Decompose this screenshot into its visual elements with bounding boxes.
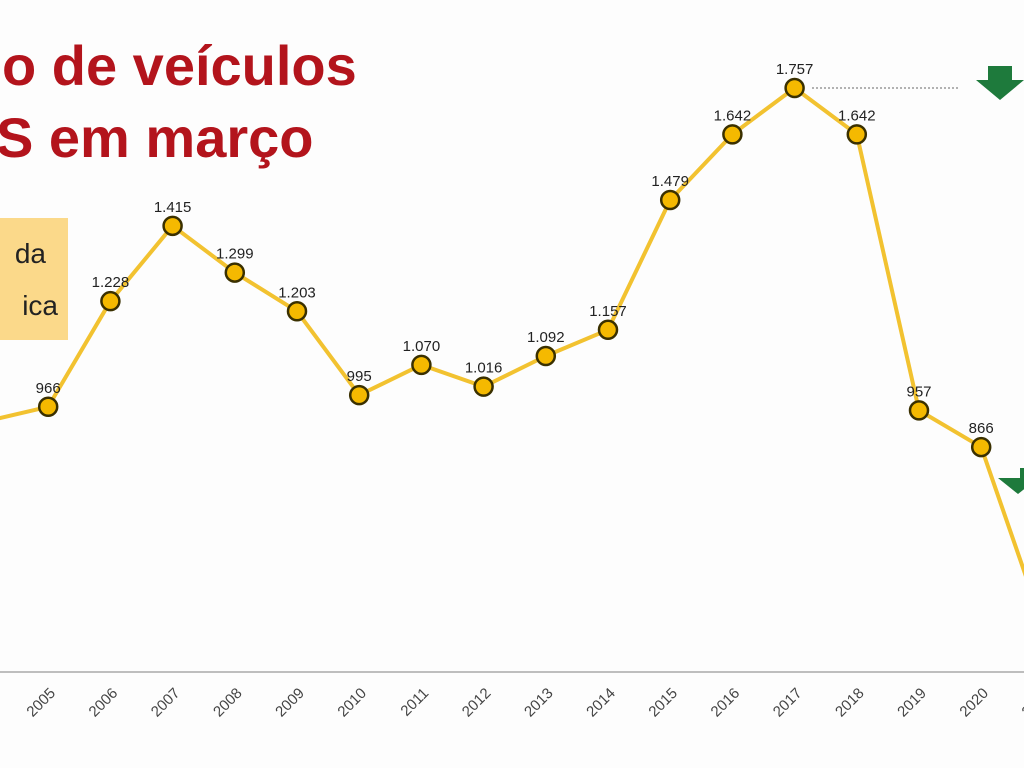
- data-label-2018: 1.642: [838, 107, 876, 124]
- data-label-2010: 995: [347, 368, 372, 385]
- x-tick-label-2017: 2017: [770, 685, 806, 721]
- data-point-2008: [224, 262, 246, 283]
- data-label-2016: 1.642: [714, 107, 752, 124]
- data-point-2011: [411, 354, 432, 376]
- x-tick-label-2013: 2013: [521, 685, 557, 721]
- data-point-2005: [37, 396, 59, 418]
- x-tick-label-2019: 2019: [894, 685, 930, 721]
- down-arrow-icon: [976, 66, 1024, 100]
- data-label-2005: 966: [36, 380, 61, 397]
- data-label-2012: 1.016: [465, 360, 503, 377]
- data-point-2007: [162, 215, 183, 237]
- data-point-2017: [784, 77, 805, 99]
- x-tick-label-2012: 2012: [459, 685, 495, 721]
- data-label-2006: 1.228: [92, 274, 130, 291]
- chart-title-line-2: S em março: [0, 106, 314, 169]
- x-tick-label-2021: 2021: [1019, 685, 1024, 721]
- x-tick-label-2007: 2007: [148, 685, 184, 721]
- data-label-2007: 1.415: [154, 199, 192, 216]
- data-point-2019: [908, 400, 930, 421]
- x-tick-label-2009: 2009: [272, 685, 308, 721]
- data-label-2015: 1.479: [651, 173, 689, 190]
- down-arrow-icon: [998, 468, 1024, 494]
- data-label-2017: 1.757: [776, 61, 814, 78]
- x-tick-label-2018: 2018: [832, 685, 868, 721]
- x-tick-label-2016: 2016: [708, 685, 744, 721]
- data-point-2012: [473, 376, 494, 397]
- data-point-2016: [722, 124, 743, 145]
- x-tick-label-2020: 2020: [956, 685, 992, 721]
- annotation-box: da ica: [0, 218, 68, 340]
- data-point-2010: [348, 384, 370, 406]
- data-label-2009: 1.203: [278, 284, 316, 301]
- data-point-2020: [970, 436, 992, 458]
- x-tick-label-2014: 2014: [583, 685, 619, 721]
- series-line: [0, 86, 1024, 577]
- data-label-2013: 1.092: [527, 329, 565, 346]
- x-tick-label-2015: 2015: [645, 685, 681, 721]
- data-label-2008: 1.299: [216, 246, 254, 263]
- chart-title-line-1: o de veículos: [2, 34, 357, 97]
- data-point-2013: [535, 345, 557, 367]
- annotation-line-2: ica: [22, 290, 58, 321]
- x-tick-label-2010: 2010: [334, 685, 370, 721]
- data-label-2020: 866: [969, 420, 994, 437]
- data-point-2018: [846, 124, 868, 145]
- x-tick-label-2011: 2011: [397, 685, 432, 720]
- data-point-2015: [659, 189, 681, 211]
- data-label-2019: 957: [906, 383, 931, 400]
- annotation-line-1: da: [14, 238, 46, 269]
- data-point-2009: [286, 301, 308, 322]
- data-point-2006: [100, 290, 121, 312]
- x-tick-label-2008: 2008: [210, 685, 246, 721]
- data-point-2014: [597, 319, 619, 341]
- x-tick-label-2006: 2006: [86, 685, 122, 721]
- x-tick-label-2005: 2005: [23, 685, 59, 721]
- data-label-2014: 1.157: [589, 303, 627, 320]
- data-label-2011: 1.070: [403, 338, 441, 355]
